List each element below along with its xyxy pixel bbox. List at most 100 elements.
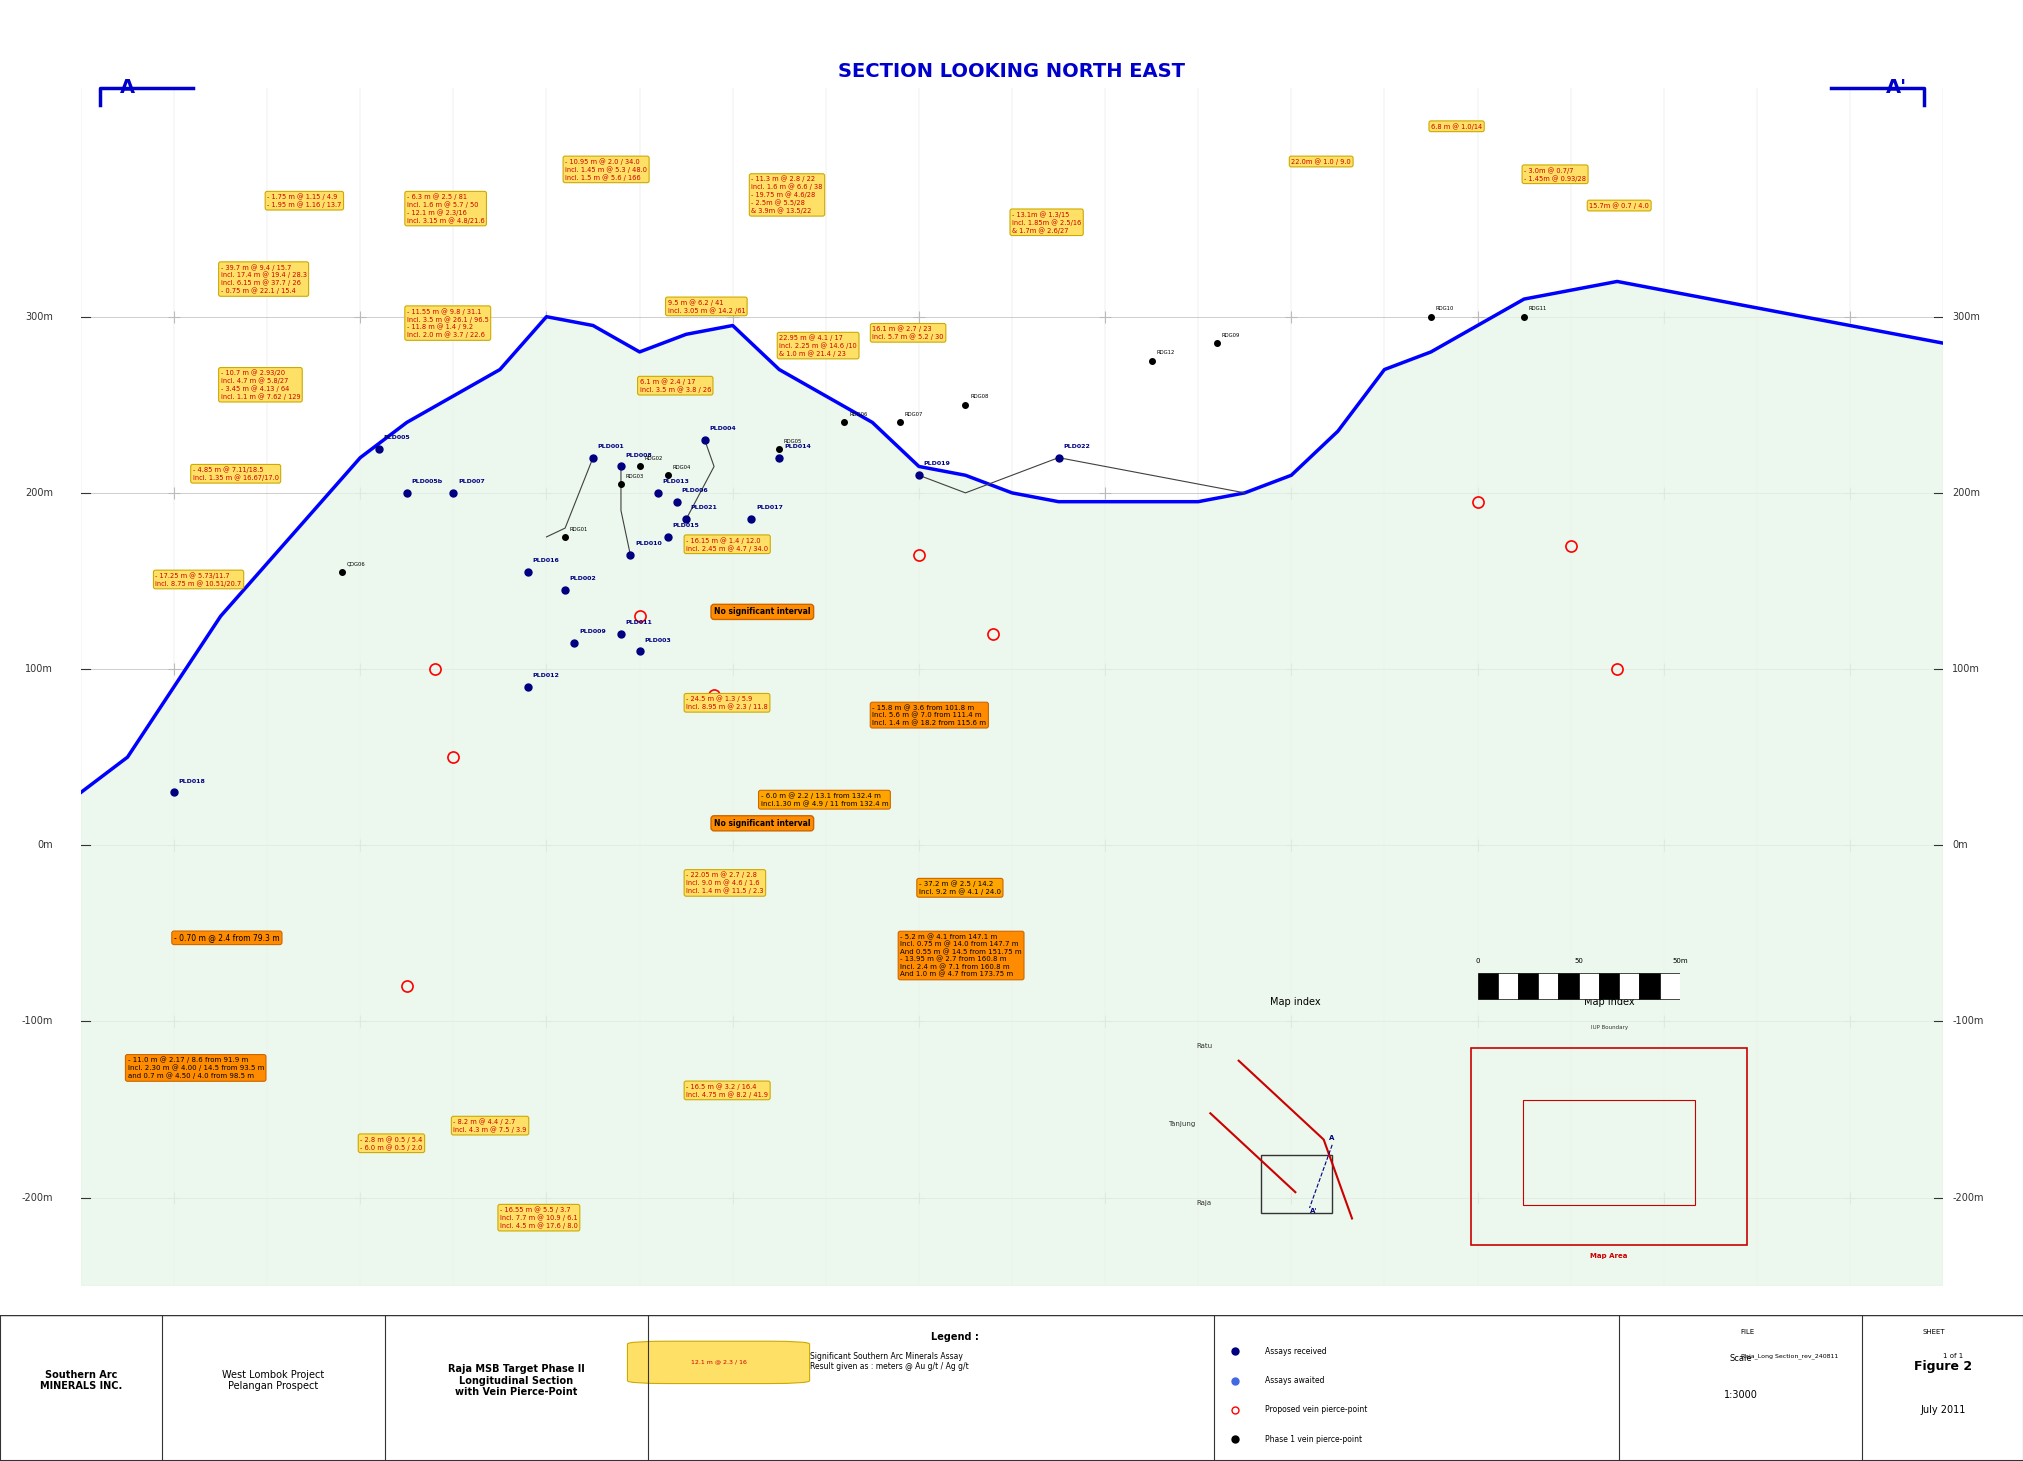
Text: -100m: -100m (22, 1017, 53, 1027)
Text: 6.8 m @ 1.0/14: 6.8 m @ 1.0/14 (1430, 123, 1481, 130)
Text: July 2011: July 2011 (1920, 1405, 1964, 1414)
Text: Assays received: Assays received (1264, 1347, 1325, 1356)
Text: 15.7m @ 0.7 / 4.0: 15.7m @ 0.7 / 4.0 (1588, 202, 1649, 209)
Bar (1618, 973, 1639, 999)
Text: FILE: FILE (1740, 1330, 1754, 1335)
Text: Raja MSB Target Phase II
Longitudinal Section
with Vein Pierce-Point: Raja MSB Target Phase II Longitudinal Se… (447, 1365, 585, 1397)
Text: 100m: 100m (1952, 665, 1978, 674)
Bar (1537, 973, 1558, 999)
Bar (1578, 973, 1598, 999)
Bar (1517, 973, 1537, 999)
Text: PLD018: PLD018 (178, 779, 206, 783)
Text: IUP Boundary: IUP Boundary (1590, 1026, 1626, 1030)
Title: Map index: Map index (1268, 998, 1321, 1007)
Text: - 1.75 m @ 1.15 / 4.9
- 1.95 m @ 1.16 / 13.7: - 1.75 m @ 1.15 / 4.9 - 1.95 m @ 1.16 / … (267, 193, 342, 207)
Text: PLD017: PLD017 (757, 506, 783, 510)
Text: 300m: 300m (24, 311, 53, 321)
Text: - 13.1m @ 1.3/15
incl. 1.85m @ 2.5/16
& 1.7m @ 2.6/27: - 13.1m @ 1.3/15 incl. 1.85m @ 2.5/16 & … (1012, 210, 1080, 234)
Bar (1598, 973, 1618, 999)
Text: 0m: 0m (1952, 840, 1966, 850)
Text: - 0.70 m @ 2.4 from 79.3 m: - 0.70 m @ 2.4 from 79.3 m (174, 934, 279, 942)
Text: RDG11: RDG11 (1527, 307, 1546, 311)
Text: Figure 2: Figure 2 (1914, 1360, 1970, 1372)
Text: Phase 1 vein pierce-point: Phase 1 vein pierce-point (1264, 1435, 1361, 1443)
Text: No significant interval: No significant interval (714, 608, 809, 617)
Text: - 16.55 m @ 5.5 / 3.7
Incl. 7.7 m @ 10.9 / 6.1
Incl. 4.5 m @ 17.6 / 8.0: - 16.55 m @ 5.5 / 3.7 Incl. 7.7 m @ 10.9… (500, 1207, 577, 1229)
Text: - 8.2 m @ 4.4 / 2.7
incl. 4.3 m @ 7.5 / 3.9: - 8.2 m @ 4.4 / 2.7 incl. 4.3 m @ 7.5 / … (453, 1118, 526, 1132)
Text: RDG04: RDG04 (672, 465, 690, 470)
Text: SHEET: SHEET (1922, 1330, 1944, 1335)
Text: - 2.8 m @ 0.5 / 5.4
- 6.0 m @ 0.5 / 2.0: - 2.8 m @ 0.5 / 5.4 - 6.0 m @ 0.5 / 2.0 (360, 1137, 423, 1151)
Text: RDG06: RDG06 (850, 412, 868, 418)
Text: 200m: 200m (1952, 488, 1978, 498)
Text: - 39.7 m @ 9.4 / 15.7
incl. 17.4 m @ 19.4 / 28.3
incl. 6.15 m @ 37.7 / 26
- 0.75: - 39.7 m @ 9.4 / 15.7 incl. 17.4 m @ 19.… (221, 264, 305, 294)
Text: PLD003: PLD003 (643, 637, 672, 643)
Text: 50m: 50m (1671, 958, 1687, 964)
Text: Ratu: Ratu (1196, 1043, 1212, 1049)
Text: - 24.5 m @ 1.3 / 5.9
Incl. 8.95 m @ 2.3 / 11.8: - 24.5 m @ 1.3 / 5.9 Incl. 8.95 m @ 2.3 … (686, 695, 767, 710)
Text: 6.1 m @ 2.4 / 17
incl. 3.5 m @ 3.8 / 26: 6.1 m @ 2.4 / 17 incl. 3.5 m @ 3.8 / 26 (639, 378, 710, 393)
Text: -100m: -100m (1952, 1017, 1983, 1027)
Text: 0: 0 (1475, 958, 1479, 964)
Text: Map Area: Map Area (1590, 1254, 1626, 1259)
Text: PLD021: PLD021 (690, 506, 718, 510)
Text: A: A (1329, 1135, 1333, 1141)
Text: - 3.0m @ 0.7/7
- 1.45m @ 0.93/28: - 3.0m @ 0.7/7 - 1.45m @ 0.93/28 (1523, 167, 1586, 181)
Text: 9.5 m @ 6.2 / 41
incl. 3.05 m @ 14.2 /61: 9.5 m @ 6.2 / 41 incl. 3.05 m @ 14.2 /61 (668, 300, 744, 314)
Text: PLD008: PLD008 (625, 453, 651, 457)
Text: A': A' (1885, 77, 1906, 98)
Text: Raja_Long Section_rev_240811: Raja_Long Section_rev_240811 (1740, 1353, 1837, 1359)
Text: PLD005: PLD005 (384, 435, 411, 440)
Text: 100m: 100m (24, 665, 53, 674)
Bar (1659, 973, 1679, 999)
Text: - 10.95 m @ 2.0 / 34.0
incl. 1.45 m @ 5.3 / 48.0
incl. 1.5 m @ 5.6 / 166: - 10.95 m @ 2.0 / 34.0 incl. 1.45 m @ 5.… (564, 158, 647, 181)
Text: PLD013: PLD013 (664, 479, 690, 484)
Title: SECTION LOOKING NORTH EAST: SECTION LOOKING NORTH EAST (838, 61, 1185, 80)
Bar (1558, 973, 1578, 999)
Text: -200m: -200m (1952, 1192, 1983, 1202)
Text: RDG08: RDG08 (969, 394, 987, 399)
Text: - 4.85 m @ 7.11/18.5
incl. 1.35 m @ 16.67/17.0: - 4.85 m @ 7.11/18.5 incl. 1.35 m @ 16.6… (192, 466, 279, 481)
Text: PLD011: PLD011 (625, 619, 651, 625)
Text: PLD019: PLD019 (922, 462, 951, 466)
Text: PLD010: PLD010 (635, 541, 662, 546)
Text: PLD016: PLD016 (532, 558, 558, 564)
Text: QDG06: QDG06 (346, 562, 364, 567)
Bar (1497, 973, 1517, 999)
Text: - 11.0 m @ 2.17 / 8.6 from 91.9 m
incl. 2.30 m @ 4.00 / 14.5 from 93.5 m
and 0.7: - 11.0 m @ 2.17 / 8.6 from 91.9 m incl. … (127, 1056, 263, 1080)
Text: RDG03: RDG03 (625, 473, 643, 479)
Text: RDG05: RDG05 (783, 438, 801, 444)
Text: PLD001: PLD001 (597, 444, 625, 449)
Text: RDG10: RDG10 (1434, 307, 1453, 311)
Text: - 16.5 m @ 3.2 / 16.4
Incl. 4.75 m @ 8.2 / 41.9: - 16.5 m @ 3.2 / 16.4 Incl. 4.75 m @ 8.2… (686, 1083, 769, 1097)
Text: PLD004: PLD004 (710, 427, 736, 431)
Text: A: A (119, 77, 136, 98)
Text: 0m: 0m (36, 840, 53, 850)
Text: 1:3000: 1:3000 (1724, 1391, 1756, 1400)
Text: - 11.3 m @ 2.8 / 22
incl. 1.6 m @ 6.6 / 38
- 19.75 m @ 4.6/28
- 2.5m @ 5.5/28
& : - 11.3 m @ 2.8 / 22 incl. 1.6 m @ 6.6 / … (751, 175, 821, 215)
Bar (1639, 973, 1659, 999)
Text: - 37.2 m @ 2.5 / 14.2
Incl. 9.2 m @ 4.1 / 24.0: - 37.2 m @ 2.5 / 14.2 Incl. 9.2 m @ 4.1 … (918, 881, 1001, 896)
Text: - 17.25 m @ 5.73/11.7
incl. 8.75 m @ 10.51/20.7: - 17.25 m @ 5.73/11.7 incl. 8.75 m @ 10.… (156, 573, 241, 587)
Text: RDG01: RDG01 (570, 526, 589, 532)
Text: Tanjung: Tanjung (1167, 1122, 1194, 1128)
Text: - 15.8 m @ 3.6 from 101.8 m
Incl. 5.6 m @ 7.0 from 111.4 m
Incl. 1.4 m @ 18.2 fr: - 15.8 m @ 3.6 from 101.8 m Incl. 5.6 m … (872, 704, 985, 726)
Text: - 22.05 m @ 2.7 / 2.8
Incl. 9.0 m @ 4.6 / 1.6
Incl. 1.4 m @ 11.5 / 2.3: - 22.05 m @ 2.7 / 2.8 Incl. 9.0 m @ 4.6 … (686, 872, 763, 894)
Text: Proposed vein pierce-point: Proposed vein pierce-point (1264, 1405, 1368, 1414)
Text: 22.95 m @ 4.1 / 17
incl. 2.25 m @ 14.6 /10
& 1.0 m @ 21.4 / 23: 22.95 m @ 4.1 / 17 incl. 2.25 m @ 14.6 /… (779, 335, 856, 356)
Polygon shape (81, 282, 1942, 1286)
Text: 50: 50 (1574, 958, 1582, 964)
Text: PLD009: PLD009 (579, 628, 605, 634)
Text: PLD002: PLD002 (570, 576, 597, 581)
Text: PLD012: PLD012 (532, 674, 558, 678)
Text: RDG07: RDG07 (904, 412, 922, 418)
Text: Raja: Raja (1196, 1201, 1210, 1207)
Text: 22.0m @ 1.0 / 9.0: 22.0m @ 1.0 / 9.0 (1291, 158, 1351, 165)
Text: PLD005b: PLD005b (411, 479, 443, 484)
Text: Significant Southern Arc Minerals Assay
Result given as : meters @ Au g/t / Ag g: Significant Southern Arc Minerals Assay … (809, 1351, 967, 1372)
Text: 200m: 200m (24, 488, 53, 498)
Text: Southern Arc
MINERALS INC.: Southern Arc MINERALS INC. (40, 1370, 121, 1391)
Bar (1477, 973, 1497, 999)
Text: West Lombok Project
Pelangan Prospect: West Lombok Project Pelangan Prospect (223, 1370, 324, 1391)
Text: 12.1 m @ 2.3 / 16: 12.1 m @ 2.3 / 16 (690, 1359, 746, 1365)
